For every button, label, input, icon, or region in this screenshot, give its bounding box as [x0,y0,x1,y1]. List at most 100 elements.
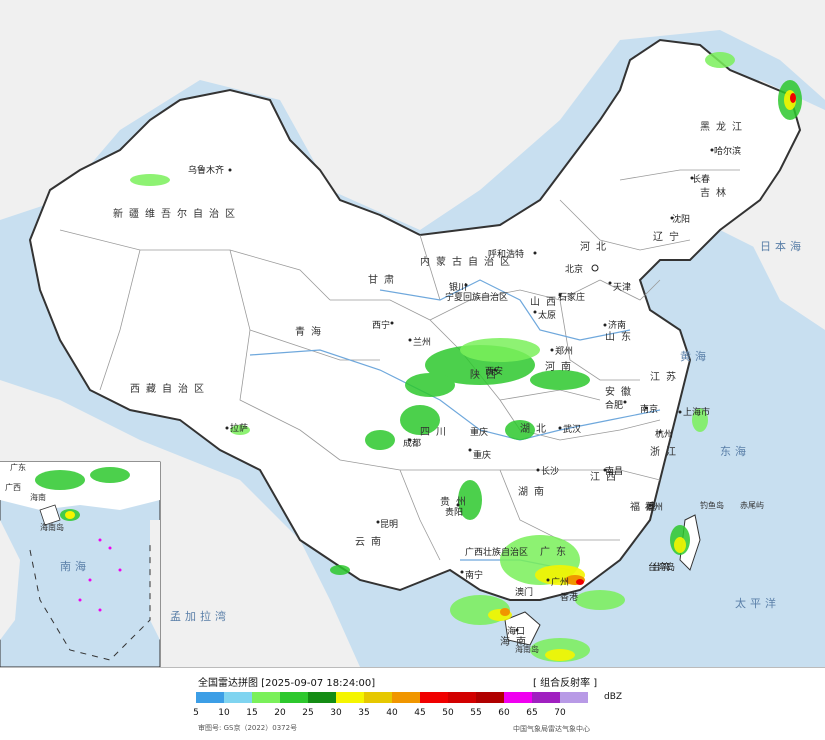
city-shanghai: 上海市 [683,406,710,418]
city-nanchang: 南昌 [605,465,623,477]
inset-label-hainan: 海南 [30,492,46,502]
region-macau: 澳门 [515,586,533,598]
region-jilin: 吉林 [700,186,732,199]
inset-label-hainan-island: 海南岛 [40,522,64,532]
tick-label: 35 [358,708,370,718]
approval-number: 审图号: GS京（2022）0372号 [198,724,298,732]
tick-label: 45 [414,708,426,718]
city-chiwei: 赤尾屿 [740,501,764,510]
city-chengdu: 成都 [403,437,421,449]
tick-label: 30 [330,708,342,718]
region-heilongjiang: 黑龙江 [700,120,748,133]
region-ningxia: 宁夏回族自治区 [445,291,508,303]
region-shaanxi: 陕西 [470,368,502,381]
sea-yellow: 黄海 [680,349,710,363]
tick-label: 5 [193,708,199,718]
sea-labels: 日本海 黄海 东海 太平洋 南海 孟加拉湾 [60,239,805,623]
region-guangxi: 广西壮族自治区 [465,546,528,558]
color-segment [336,692,364,703]
color-segment [448,692,476,703]
city-urumqi: 乌鲁木齐 [188,164,224,176]
region-hubei: 湖北 [520,423,552,435]
color-segment [196,692,224,703]
region-guizhou: 贵州 [440,495,472,508]
region-hebei: 河北 [580,241,612,253]
city-hangzhou: 杭州 [655,428,673,440]
city-nanning: 南宁 [465,569,483,581]
region-hunan: 湖南 [518,485,550,498]
city-guangzhou: 广州 [551,576,569,588]
region-fujian: 福建 [630,500,662,513]
city-kunming: 昆明 [380,519,398,530]
city-changchun: 长春 [692,173,710,185]
city-yinchuan: 银川 [449,281,467,293]
region-chongqing: 重庆 [470,426,488,438]
city-changsha: 长沙 [541,465,559,477]
region-zhejiang: 浙江 [650,446,682,458]
tick-label: 65 [526,708,538,718]
city-jinan: 济南 [608,319,626,331]
region-jiangxi: 江西 [590,471,622,483]
color-segment [364,692,392,703]
city-wuhan: 武汉 [563,423,581,435]
tick-label: 20 [274,708,286,718]
unit-label: dBZ [604,692,623,702]
color-segment [392,692,420,703]
city-shijiazhuang: 石家庄 [558,291,585,303]
city-haikou: 海口 [507,625,525,637]
radar-echoes [130,52,802,662]
city-huhehaote: 呼和浩特 [488,248,524,260]
tick-label: 50 [442,708,454,718]
region-sichuan: 四川 [420,427,452,438]
radar-map: 广东 广西 海南 海南岛 新疆维吾尔自治区 西藏自治区 青海 甘肃 内蒙古自治区… [0,0,825,667]
map-title: 全国雷达拼图 [2025-09-07 18:24:00] [198,678,376,689]
city-xian: 西安 [485,365,503,377]
color-segment [252,692,280,703]
color-segment [532,692,560,703]
city-beijing: 北京 [565,263,583,275]
city-guiyang: 贵阳 [445,506,463,518]
color-scale-bar [196,692,588,703]
sea-south: 南海 [60,559,90,573]
sea-japan: 日本海 [760,239,805,253]
region-henan: 河南 [545,360,577,373]
city-zhengzhou: 郑州 [555,345,573,357]
sea-east: 东海 [720,444,750,458]
data-source: 中国气象局雷达气象中心 [513,725,590,733]
city-xining: 西宁 [372,319,390,331]
south-china-sea-inset: 广东 广西 海南 海南岛 [0,461,161,667]
tick-label: 55 [470,708,482,718]
region-labels: 新疆维吾尔自治区 西藏自治区 青海 甘肃 内蒙古自治区 黑龙江 吉林 辽宁 河北… [113,120,748,648]
inset-label-guangxi: 广西 [5,482,21,492]
city-shenyang: 沈阳 [672,213,690,225]
color-segment [420,692,448,703]
region-guangdong: 广东 [540,545,572,558]
city-tianjin: 天津 [613,282,631,293]
tick-label: 70 [554,708,566,718]
city-chongqing: 重庆 [473,449,491,461]
region-yunnan: 云南 [355,535,387,548]
city-taiyuan: 太原 [538,309,556,321]
color-segment [280,692,308,703]
region-gansu: 甘肃 [368,273,400,286]
city-labels: 乌鲁木齐 拉萨 西宁 兰州 银川 呼和浩特 北京 天津 石家庄 太原 济南 西安… [188,145,764,654]
city-lanzhou: 兰州 [413,336,431,348]
city-hefei: 合肥 [605,399,623,411]
color-segment [476,692,504,703]
region-taiwan: 台湾 [652,561,670,573]
inset-label-guangdong: 广东 [10,462,26,472]
region-shanxi: 山西 [530,296,562,308]
region-shandong: 山东 [605,330,637,343]
product-type: [ 组合反射率 ] [533,678,598,689]
city-hainan-island: 海南岛 [515,644,539,654]
color-segment [560,692,588,703]
region-liaoning: 辽宁 [653,230,685,243]
region-xizang: 西藏自治区 [130,382,210,395]
region-qinghai: 青海 [295,325,327,338]
sea-bengal: 孟加拉湾 [170,609,230,623]
city-lhasa: 拉萨 [230,422,248,434]
color-segment [504,692,532,703]
region-hainan: 海南 [500,635,532,648]
city-harbin: 哈尔滨 [714,145,741,157]
region-anhui: 安徽 [605,385,637,398]
